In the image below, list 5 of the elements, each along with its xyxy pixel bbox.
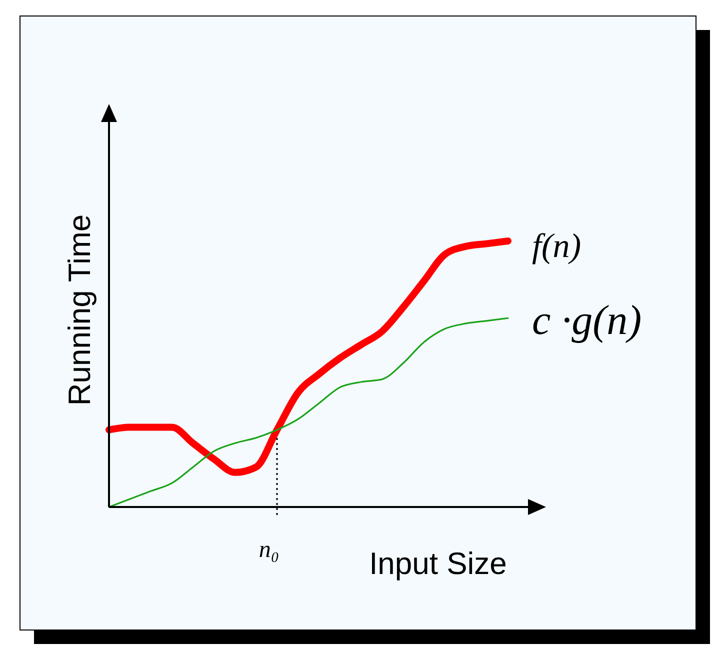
x-axis-title: Input Size: [369, 546, 507, 581]
series-label: c ·g(n): [532, 298, 642, 344]
text: n₀: [258, 537, 280, 563]
series-label: f(n): [532, 228, 582, 265]
y-axis-title: Running Time: [62, 214, 97, 406]
